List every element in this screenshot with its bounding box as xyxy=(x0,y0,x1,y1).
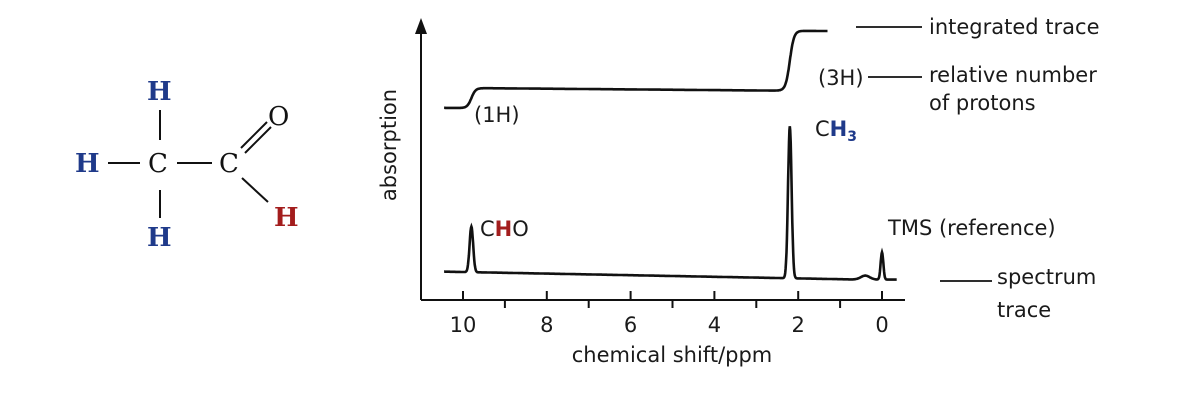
atom-h-left: H xyxy=(75,149,100,179)
peak-label-cho: CHO xyxy=(480,217,529,241)
spectrum-trace-line xyxy=(444,126,897,281)
atom-h-top: H xyxy=(147,77,172,107)
atom-c-methyl: C xyxy=(148,149,168,179)
bond-c-h-aldehyde xyxy=(241,177,269,203)
integral-label-3h: (3H) xyxy=(818,66,864,90)
x-ticks xyxy=(462,291,883,308)
annotation-trace: trace xyxy=(997,298,1051,322)
atom-o: O xyxy=(268,102,289,132)
peak-label-ch3: CH3 xyxy=(815,117,857,145)
integral-label-1h: (1H) xyxy=(474,103,520,127)
x-axis-label: chemical shift/ppm xyxy=(572,343,773,367)
x-tick-label: 8 xyxy=(540,313,553,337)
integrated-trace-line xyxy=(444,29,828,110)
acetaldehyde-structure: H H H C C O H xyxy=(75,77,299,253)
x-tick-label: 10 xyxy=(450,313,477,337)
annotation-spectrum: spectrum xyxy=(997,265,1096,289)
y-axis-arrow-icon xyxy=(415,18,427,34)
x-tick-label: 4 xyxy=(708,313,721,337)
x-tick-label: 0 xyxy=(875,313,888,337)
peak-label-tms: TMS (reference) xyxy=(887,216,1056,240)
x-tick-labels: 10 8 6 4 2 0 xyxy=(450,313,889,337)
bonds xyxy=(108,110,272,218)
atom-c-carbonyl: C xyxy=(219,149,239,179)
atom-h-aldehyde: H xyxy=(274,203,299,233)
annotation-integrated-trace: integrated trace xyxy=(929,15,1100,39)
axes xyxy=(415,18,905,301)
annotation-of-protons: of protons xyxy=(929,91,1036,115)
annotation-relative-number: relative number xyxy=(929,63,1097,87)
annotation-leaders xyxy=(856,26,992,282)
bond-c-o-double-2 xyxy=(244,126,272,154)
y-axis-label: absorption xyxy=(377,89,401,201)
bond-c-o-double-1 xyxy=(240,121,268,149)
atom-h-bottom: H xyxy=(147,223,172,253)
x-tick-label: 2 xyxy=(792,313,805,337)
x-tick-label: 6 xyxy=(624,313,637,337)
